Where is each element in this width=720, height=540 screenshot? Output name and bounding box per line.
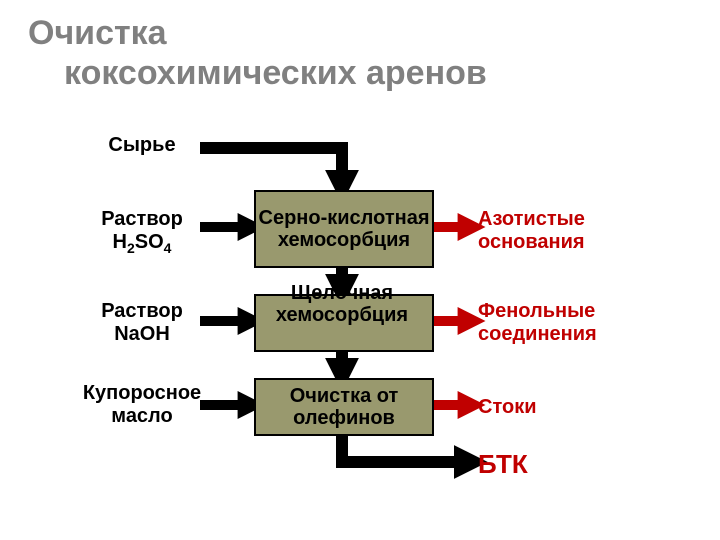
process-box-sulfuric: Серно-кислотная хемосорбция: [254, 190, 434, 268]
input-label-naoh: РастворNaOH: [52, 300, 232, 346]
output-label-nbases: Азотистыеоснования: [478, 208, 585, 254]
input-label-feed: Сырье: [52, 134, 232, 157]
process-box-olefin: Очистка от олефинов: [254, 378, 434, 436]
slide-title-line1: Очистка: [28, 14, 167, 53]
input-label-h2so4: РастворH2SO4: [52, 208, 232, 256]
input-label-oil: Купоросноемасло: [52, 382, 232, 428]
output-label-btk: БТК: [478, 450, 528, 480]
slide-title-line2: коксохимических аренов: [64, 54, 487, 93]
process-box-alkaline-text: Щелочная хемосорбция: [254, 282, 430, 326]
output-label-phenols: Фенольныесоединения: [478, 300, 597, 346]
output-label-drains: Стоки: [478, 396, 537, 419]
